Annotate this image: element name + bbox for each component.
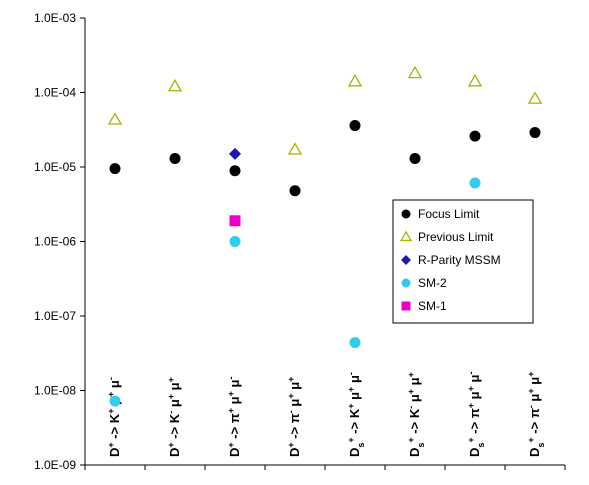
y-tick-label: 1.0E-05 <box>34 160 76 174</box>
category-label: D+ -> K+ μ+ μ- <box>106 377 122 457</box>
legend-box <box>392 199 534 324</box>
data-point <box>407 65 423 79</box>
y-tick-label: 1.0E-03 <box>34 11 76 25</box>
legend-label: Previous Limit <box>418 230 494 244</box>
category-label: Ds+ -> π- μ+ μ+ <box>526 372 546 457</box>
category-label: Ds+ -> K- μ+ μ+ <box>406 372 426 457</box>
series-sm-2 <box>109 177 481 407</box>
data-points <box>107 65 543 407</box>
series-previous-limit <box>107 65 543 155</box>
y-tick-label: 1.0E-09 <box>34 458 76 472</box>
y-tick-label: 1.0E-08 <box>34 384 76 398</box>
legend-marker <box>401 301 411 311</box>
series-r-parity-mssm <box>228 147 242 160</box>
category-labels: D+ -> K+ μ+ μ- D+ -> K- μ+ μ+ D+ -> π+ μ+ … <box>106 372 546 457</box>
data-point <box>167 79 183 92</box>
series-sm-1 <box>229 215 241 227</box>
data-point <box>109 395 121 407</box>
data-point <box>347 74 363 87</box>
data-point <box>228 147 242 160</box>
data-point <box>349 120 361 132</box>
category-label: D+ -> K- μ+ μ+ <box>166 377 182 457</box>
data-point <box>469 177 481 189</box>
legend-label: Focus Limit <box>418 207 480 221</box>
data-point <box>229 236 241 247</box>
y-tick-label: 1.0E-04 <box>34 86 76 100</box>
legend-marker <box>401 278 411 288</box>
data-point <box>409 153 421 165</box>
data-point <box>529 127 541 139</box>
legend-marker <box>399 230 413 242</box>
data-point <box>287 142 303 155</box>
series-focus-limit <box>109 120 541 197</box>
legend-label: SM-1 <box>418 299 447 313</box>
data-point <box>527 91 543 104</box>
legend-label: SM-2 <box>418 276 447 290</box>
category-label: D+ -> π- μ+ μ+ <box>286 377 302 457</box>
category-label: D+ -> π+ μ+ μ- <box>226 377 242 457</box>
y-tick-label: 1.0E-06 <box>34 235 76 249</box>
category-label: Ds+ -> π+ μ+ μ- <box>466 372 486 457</box>
data-point <box>229 165 241 177</box>
legend-marker <box>401 209 411 219</box>
data-point <box>109 163 121 175</box>
category-label: Ds+ -> K+ μ+ μ- <box>346 372 366 457</box>
data-point <box>107 112 123 125</box>
data-point <box>289 185 301 197</box>
y-axis-ticks: 1.0E-03 1.0E-04 1.0E-05 1.0E-06 1.0E-07 1.0E-… <box>34 11 85 472</box>
data-point <box>349 337 361 349</box>
legend-marker <box>401 255 411 265</box>
legend-label: R-Parity MSSM <box>418 253 501 267</box>
legend: Focus Limit Previous Limit R-Parity MSSM SM… <box>392 199 534 324</box>
data-point <box>169 153 181 165</box>
data-point <box>229 215 241 227</box>
data-point <box>467 74 483 87</box>
y-tick-label: 1.0E-07 <box>34 309 76 323</box>
data-point <box>469 130 481 142</box>
